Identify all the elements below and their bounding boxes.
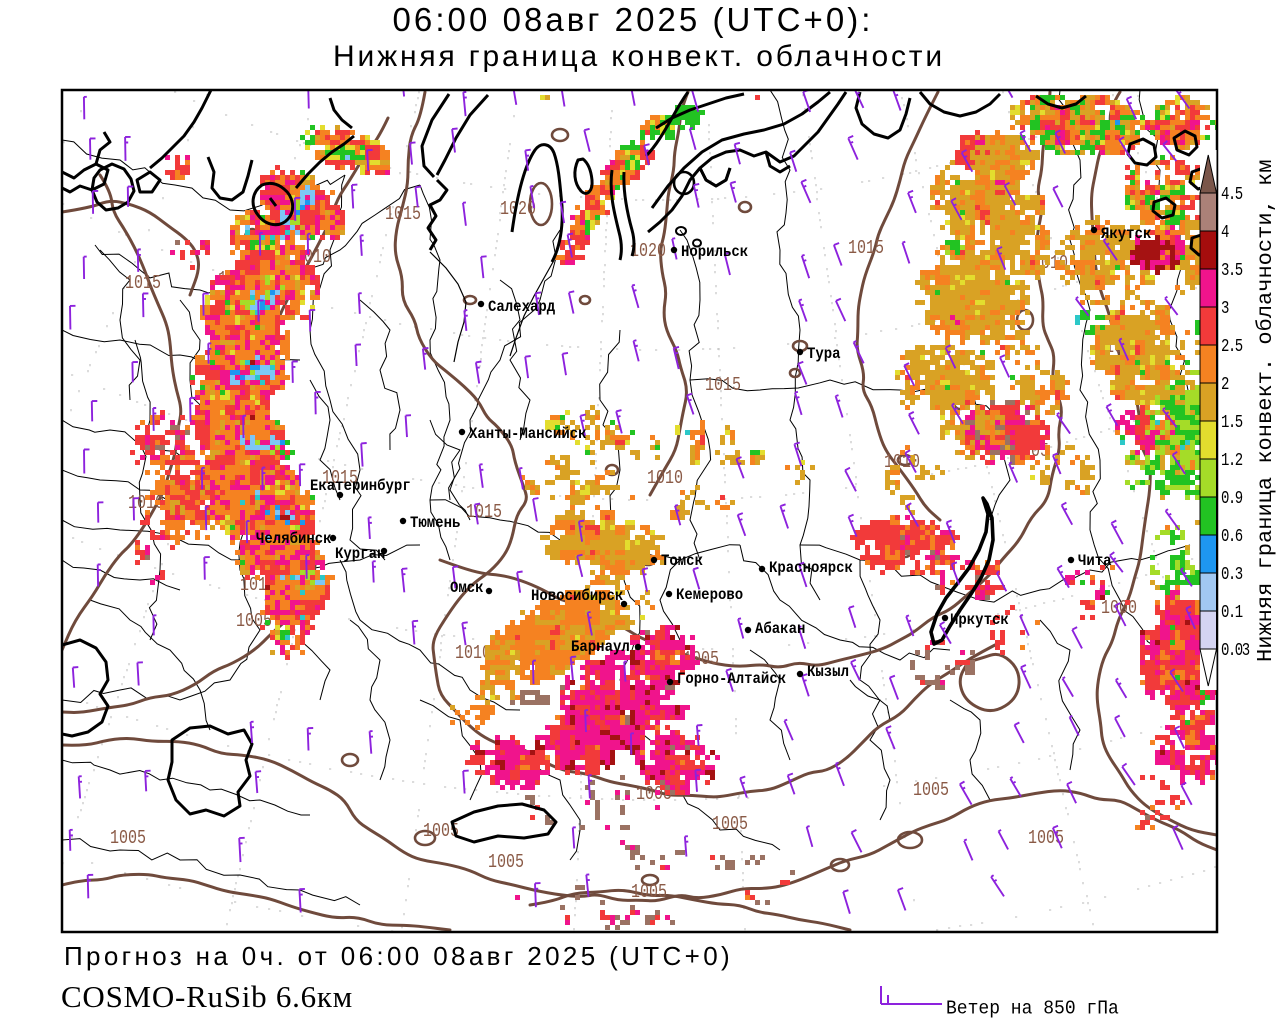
svg-text:Челябинск: Челябинск — [256, 531, 332, 548]
svg-text:Якутск: Якутск — [1101, 226, 1152, 243]
svg-text:3.5: 3.5 — [1221, 259, 1242, 281]
svg-text:1015: 1015 — [705, 375, 741, 396]
svg-text:0.9: 0.9 — [1221, 487, 1242, 509]
svg-text:0.1: 0.1 — [1221, 601, 1243, 623]
svg-text:1005: 1005 — [423, 821, 459, 842]
svg-text:1010: 1010 — [647, 468, 683, 489]
svg-text:Абакан: Абакан — [755, 621, 805, 638]
svg-text:0.6: 0.6 — [1221, 525, 1242, 547]
svg-text:1.5: 1.5 — [1221, 411, 1242, 433]
svg-text:Красноярск: Красноярск — [769, 560, 853, 577]
svg-text:Курган: Курган — [335, 546, 385, 563]
svg-text:1005: 1005 — [913, 780, 949, 801]
svg-text:0.03: 0.03 — [1221, 639, 1249, 661]
svg-text:Кызыл: Кызыл — [807, 664, 849, 681]
svg-text:Барнаул: Барнаул — [571, 639, 630, 656]
svg-text:Омск: Омск — [450, 580, 484, 597]
svg-text:1010: 1010 — [455, 643, 491, 664]
svg-text:1000: 1000 — [1101, 598, 1137, 619]
svg-text:Новосибирск: Новосибирск — [531, 588, 623, 605]
svg-text:Норильск: Норильск — [681, 244, 748, 261]
svg-text:0.3: 0.3 — [1221, 563, 1242, 585]
svg-text:4.5: 4.5 — [1221, 183, 1242, 205]
svg-text:1015: 1015 — [322, 468, 358, 489]
svg-text:1005: 1005 — [631, 882, 667, 903]
svg-text:3: 3 — [1221, 297, 1229, 319]
svg-text:2: 2 — [1221, 373, 1229, 395]
svg-text:1020: 1020 — [630, 241, 666, 262]
svg-text:1015: 1015 — [848, 238, 884, 259]
svg-text:Горно-Алтайск: Горно-Алтайск — [677, 671, 786, 688]
svg-text:4: 4 — [1221, 221, 1229, 243]
svg-text:Иркутск: Иркутск — [950, 612, 1009, 629]
svg-text:1.2: 1.2 — [1221, 449, 1242, 471]
svg-text:1005: 1005 — [488, 852, 524, 873]
svg-text:Тура: Тура — [807, 346, 841, 363]
svg-text:Ханты-Мансийск: Ханты-Мансийск — [469, 426, 587, 443]
svg-text:Кемерово: Кемерово — [676, 587, 743, 604]
svg-text:Тюмень: Тюмень — [410, 515, 461, 532]
svg-text:Чита: Чита — [1078, 553, 1112, 570]
svg-text:1015: 1015 — [466, 502, 502, 523]
svg-text:Нижняя граница конвект. облачн: Нижняя граница конвект. облачности, км — [1254, 160, 1277, 662]
svg-text:Томск: Томск — [661, 553, 703, 570]
svg-text:1020: 1020 — [500, 199, 536, 220]
svg-text:Салехард: Салехард — [488, 299, 555, 316]
svg-text:1015: 1015 — [125, 273, 161, 294]
svg-text:Екатеринбург: Екатеринбург — [310, 478, 411, 495]
svg-text:1005: 1005 — [110, 828, 146, 849]
svg-text:1005: 1005 — [712, 814, 748, 835]
svg-text:1015: 1015 — [385, 204, 421, 225]
svg-text:2.5: 2.5 — [1221, 335, 1242, 357]
